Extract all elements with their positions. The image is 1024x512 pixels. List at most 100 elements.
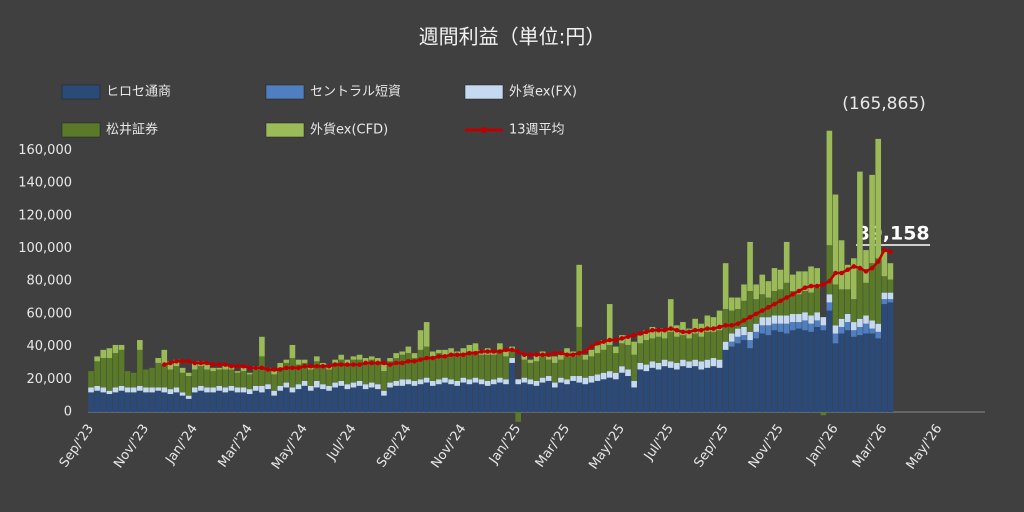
average-marker bbox=[747, 314, 753, 320]
bar bbox=[362, 384, 369, 390]
bar bbox=[570, 356, 576, 377]
average-marker bbox=[741, 318, 747, 323]
bar bbox=[606, 304, 613, 345]
bar bbox=[643, 330, 650, 341]
average-marker bbox=[711, 326, 716, 331]
bar bbox=[436, 384, 442, 412]
bar bbox=[149, 367, 155, 388]
bar bbox=[527, 359, 534, 363]
bar bbox=[344, 364, 351, 385]
average-marker bbox=[607, 337, 613, 343]
bar bbox=[527, 384, 534, 412]
bar bbox=[777, 269, 784, 290]
bar bbox=[124, 371, 131, 388]
bar bbox=[564, 379, 570, 385]
bar bbox=[265, 369, 271, 385]
bar bbox=[747, 290, 753, 332]
bar bbox=[857, 318, 863, 327]
bar bbox=[881, 299, 888, 305]
bar bbox=[344, 384, 351, 390]
average-marker bbox=[479, 349, 484, 354]
bar bbox=[850, 322, 857, 331]
bar bbox=[759, 325, 766, 334]
bar bbox=[271, 390, 277, 396]
bar bbox=[185, 376, 192, 396]
bar bbox=[570, 376, 576, 381]
bar bbox=[161, 349, 168, 365]
bar bbox=[375, 358, 381, 363]
average-marker bbox=[534, 352, 539, 358]
bar bbox=[338, 385, 345, 412]
bar bbox=[448, 348, 454, 355]
bar bbox=[564, 356, 570, 380]
legend-label: 外貨ex(FX) bbox=[509, 84, 577, 100]
bar bbox=[503, 384, 509, 412]
bar bbox=[100, 358, 107, 388]
average-marker bbox=[180, 359, 185, 364]
bar bbox=[320, 389, 326, 412]
bar bbox=[246, 374, 253, 390]
average-marker bbox=[869, 265, 875, 271]
bar bbox=[484, 385, 491, 412]
bar bbox=[362, 389, 369, 412]
legend-label: 松井証券 bbox=[106, 122, 158, 138]
bar bbox=[423, 377, 430, 383]
bar bbox=[436, 353, 442, 380]
average-marker bbox=[418, 357, 423, 362]
average-marker bbox=[857, 265, 863, 271]
bar bbox=[399, 354, 406, 380]
bar bbox=[106, 348, 113, 359]
bar bbox=[588, 376, 595, 383]
average-marker bbox=[210, 362, 216, 367]
bar bbox=[551, 387, 558, 412]
bar bbox=[545, 380, 552, 412]
average-marker bbox=[473, 350, 478, 356]
bar bbox=[185, 372, 192, 377]
bar bbox=[185, 395, 192, 399]
average-marker bbox=[729, 323, 735, 328]
bar bbox=[509, 349, 515, 359]
bar bbox=[881, 251, 888, 277]
bar bbox=[704, 359, 711, 368]
average-marker bbox=[796, 288, 802, 294]
bar bbox=[570, 380, 576, 412]
bar bbox=[625, 335, 631, 345]
average-marker bbox=[387, 362, 393, 367]
average-marker bbox=[827, 278, 832, 284]
bar bbox=[137, 340, 143, 350]
bar bbox=[417, 330, 424, 350]
bar bbox=[271, 395, 277, 412]
bar bbox=[716, 310, 723, 331]
average-marker bbox=[186, 359, 191, 364]
bar bbox=[350, 356, 357, 360]
bar bbox=[332, 387, 338, 412]
average-marker bbox=[583, 349, 588, 354]
bar bbox=[289, 392, 296, 412]
bar bbox=[448, 354, 454, 380]
bar bbox=[222, 387, 229, 393]
average-marker bbox=[540, 352, 545, 358]
bar bbox=[667, 367, 674, 412]
bar bbox=[368, 359, 375, 383]
bar bbox=[320, 366, 326, 385]
average-marker bbox=[351, 362, 356, 367]
bar bbox=[490, 384, 497, 412]
average-marker bbox=[296, 365, 301, 371]
bar bbox=[759, 317, 766, 326]
average-marker bbox=[833, 270, 838, 276]
bar bbox=[667, 361, 674, 368]
bar bbox=[625, 376, 631, 412]
bar bbox=[594, 344, 601, 354]
bar bbox=[112, 353, 119, 388]
bar bbox=[393, 380, 399, 386]
legend-swatch bbox=[265, 84, 305, 100]
bar bbox=[826, 302, 833, 311]
average-marker bbox=[485, 349, 490, 354]
bar bbox=[716, 359, 723, 368]
bar bbox=[875, 323, 882, 332]
bar bbox=[423, 322, 430, 347]
bar bbox=[850, 336, 857, 412]
bar bbox=[814, 268, 821, 288]
y-tick-label: 120,000 bbox=[18, 208, 72, 223]
